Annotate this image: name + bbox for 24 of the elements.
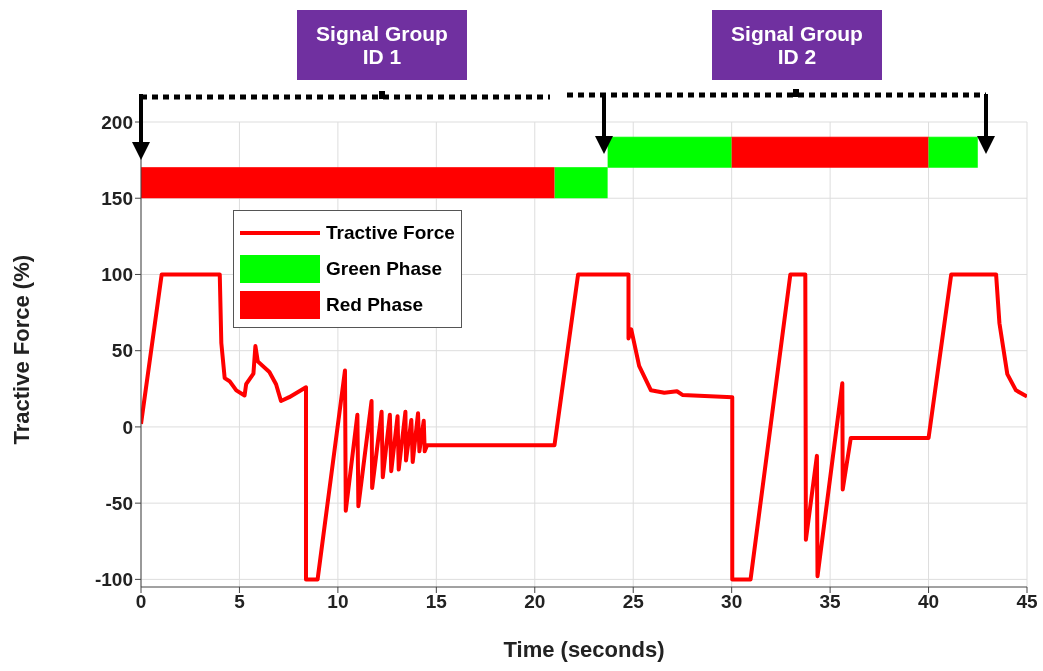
x-tick-label: 45 [1016, 591, 1038, 613]
y-axis-title: Tractive Force (%) [8, 254, 34, 445]
text: Signal Group ID 1 [315, 21, 449, 69]
x-tick-label: 30 [721, 591, 743, 613]
y-tick-label: -100 [94, 569, 133, 591]
x-tick-label: 0 [135, 591, 147, 613]
y-tick-label: -50 [105, 492, 133, 514]
x-axis-title: Time (seconds) [503, 637, 665, 662]
x-tick-label: 40 [917, 591, 940, 613]
y-tick-label: 150 [101, 187, 133, 209]
y-tick-label: 50 [111, 340, 133, 362]
y-tick-label: 0 [122, 416, 133, 438]
text: Signal Group ID 2 [730, 21, 864, 69]
x-tick-label: 35 [819, 591, 842, 613]
y-tick-label: 200 [101, 111, 133, 133]
y-tick-label: 100 [101, 264, 133, 286]
x-tick-label: 5 [234, 591, 246, 613]
legend-label: Tractive Force [326, 222, 455, 244]
x-tick-label: 20 [524, 591, 546, 613]
legend-label: Green Phase [326, 258, 443, 280]
legend-label: Red Phase [326, 294, 424, 316]
x-tick-label: 10 [327, 591, 349, 613]
x-tick-label: 25 [622, 591, 645, 613]
x-tick-label: 15 [425, 591, 448, 613]
